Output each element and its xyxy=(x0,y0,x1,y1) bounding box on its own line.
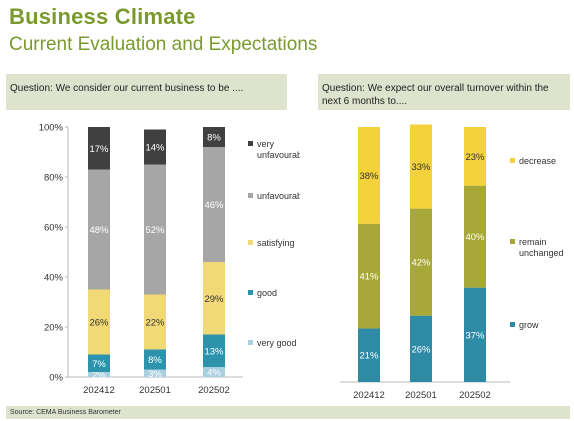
question-band-right xyxy=(318,74,570,110)
data-label: 38% xyxy=(359,171,379,182)
legend-label-remain-unchanged: remain xyxy=(519,237,547,247)
current-business-chart: 0% 20% 40% 60% 80% 100% 2%7% 26% 48% 17% 202412 3% 8… xyxy=(39,123,300,397)
question-current: Question: We consider our current busine… xyxy=(10,83,244,94)
data-label: 29% xyxy=(204,294,224,305)
bar-segment-good-202412 xyxy=(88,354,110,372)
bar-segment-unfavourable-202501 xyxy=(144,164,166,295)
legend-swatch xyxy=(510,322,515,327)
x-tick-label: 202502 xyxy=(459,390,491,401)
bar-segment-remain-unchanged-202501 xyxy=(410,208,432,316)
data-label: 37% xyxy=(465,330,485,341)
legend-label-good: good xyxy=(257,288,277,298)
data-label: 22% xyxy=(145,318,165,329)
question-expectation: Question: We expect our overall turnover… xyxy=(322,83,549,107)
data-label: 33% xyxy=(411,162,431,173)
data-label: 17% xyxy=(89,144,109,155)
data-label: 2% xyxy=(92,370,106,381)
x-tick-label: 202502 xyxy=(198,385,230,396)
data-label: 46% xyxy=(204,200,224,211)
y-tick-label: 40% xyxy=(44,273,64,284)
bar-segment-unfavourable-202502 xyxy=(203,147,225,262)
bar-segment-decrease-202501 xyxy=(410,124,432,209)
bar-segment-satisfying-202501 xyxy=(144,294,166,350)
x-tick-label: 202412 xyxy=(83,385,115,396)
legend-swatch xyxy=(248,290,253,295)
bar-segment-good-202502 xyxy=(203,334,225,367)
bar-segment-remain-unchanged-202502 xyxy=(464,185,486,288)
question-band-left xyxy=(6,74,287,110)
data-label: 48% xyxy=(89,225,109,236)
source-note: Source: CEMA Business Barometer xyxy=(6,406,570,419)
bar-segment-grow-202501 xyxy=(410,315,432,382)
data-label: 26% xyxy=(411,344,431,355)
data-label: 21% xyxy=(359,351,379,362)
bar-segment-decrease-202412 xyxy=(358,127,380,224)
data-label: 41% xyxy=(359,272,379,283)
legend-swatch xyxy=(248,240,253,245)
legend-label-satisfying: satisfying xyxy=(257,238,295,248)
bar-segment-remain-unchanged-202412 xyxy=(358,223,380,329)
data-label: 52% xyxy=(145,225,165,236)
data-label: 8% xyxy=(207,133,221,144)
legend-swatch xyxy=(248,193,253,198)
page-title: Business Climate xyxy=(9,4,196,29)
x-tick-label: 202412 xyxy=(353,390,385,401)
bar-segment-satisfying-202502 xyxy=(203,262,225,335)
legend-label-very-unfavourable: very xyxy=(257,139,275,149)
y-tick-label: 20% xyxy=(44,323,64,334)
y-tick-label: 100% xyxy=(39,123,64,134)
data-label: 3% xyxy=(148,369,162,380)
bar-segment-unfavourable-202412 xyxy=(88,169,110,290)
x-tick-label: 202501 xyxy=(405,390,437,401)
bar-segment-grow-202502 xyxy=(464,287,486,382)
data-label: 4% xyxy=(207,368,221,379)
y-tick-label: 0% xyxy=(49,373,63,384)
data-label: 23% xyxy=(465,152,485,163)
bar-segment-very-good-202502 xyxy=(203,367,225,377)
data-label: 26% xyxy=(89,318,109,329)
bar-segment-very-good-202412 xyxy=(88,372,110,377)
legend-swatch xyxy=(248,340,253,345)
legend-label-decrease: decrease xyxy=(519,156,556,166)
bar-segment-very-good-202501 xyxy=(144,369,166,377)
y-tick-label: 80% xyxy=(44,173,64,184)
legend-label-very-unfavourable: unfavourable xyxy=(257,150,300,160)
y-tick-label: 60% xyxy=(44,223,64,234)
legend-swatch xyxy=(510,239,515,244)
x-tick-label: 202501 xyxy=(139,385,171,396)
data-label: 7% xyxy=(92,359,106,370)
data-label: 8% xyxy=(148,355,162,366)
bar-segment-very-unfavourable-202412 xyxy=(88,127,110,170)
legend-swatch xyxy=(248,141,253,146)
data-label: 13% xyxy=(204,346,224,357)
data-label: 14% xyxy=(145,143,165,154)
bar-segment-very-unfavourable-202502 xyxy=(203,127,225,147)
legend-label-unfavourable: unfavourable xyxy=(257,191,300,201)
legend-swatch xyxy=(510,158,515,163)
legend-label-grow: grow xyxy=(519,320,539,330)
bar-segment-grow-202412 xyxy=(358,328,380,382)
data-label: 42% xyxy=(411,258,431,269)
data-label: 40% xyxy=(465,232,485,243)
legend-label-very-good: very good xyxy=(257,338,297,348)
bar-segment-very-unfavourable-202501 xyxy=(144,129,166,165)
page-subtitle: Current Evaluation and Expectations xyxy=(9,34,318,55)
legend-label-remain-unchanged: unchanged xyxy=(519,248,564,258)
bar-segment-good-202501 xyxy=(144,349,166,370)
turnover-expectation-chart: 21% 41% 38% 202412 26% 42% 33% 202501 37% 40% 23% 2… xyxy=(340,124,564,401)
bar-segment-satisfying-202412 xyxy=(88,289,110,355)
bar-segment-decrease-202502 xyxy=(464,127,486,186)
